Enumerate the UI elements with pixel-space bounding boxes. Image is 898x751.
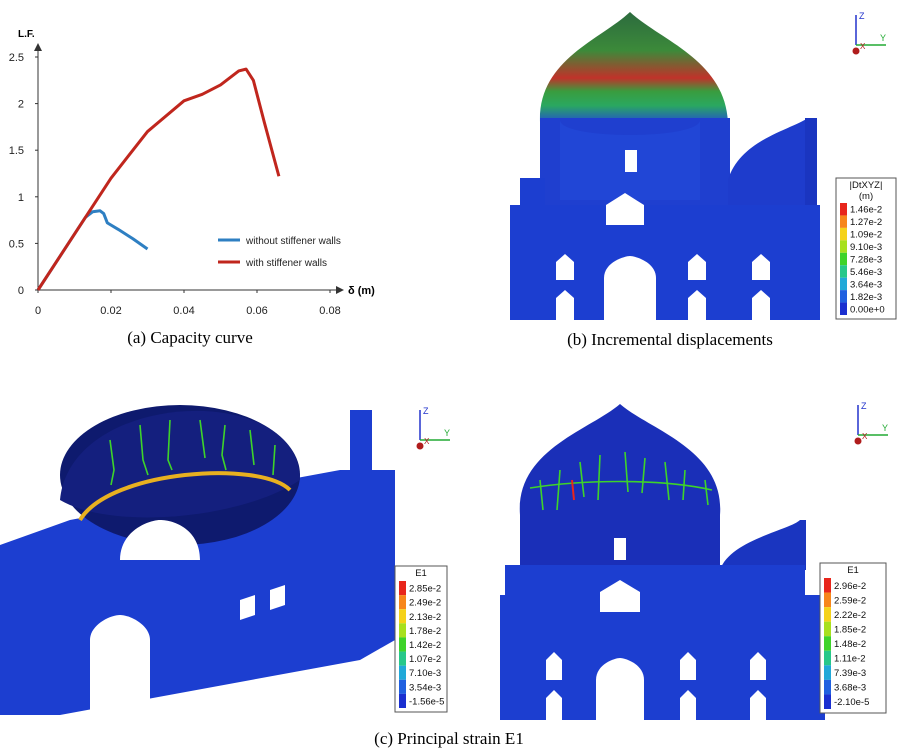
- x-tick-label: 0: [35, 305, 41, 317]
- colorbar-swatch: [840, 303, 847, 315]
- colorbar-label: 2.96e-2: [834, 581, 866, 592]
- colorbar-label: 1.82e-3: [850, 292, 882, 303]
- colorbar-swatch: [840, 228, 847, 240]
- series-line: [38, 211, 148, 290]
- legend-label: without stiffener walls: [245, 236, 341, 247]
- arrow: [336, 286, 344, 294]
- colorbar-label: 1.48e-2: [834, 639, 866, 650]
- colorbar-label: 5.46e-3: [850, 267, 882, 278]
- colorbar-swatch: [824, 694, 831, 709]
- colorbar-swatch: [824, 680, 831, 695]
- colorbar-swatch: [399, 637, 406, 651]
- colorbar-label: 1.46e-2: [850, 205, 882, 216]
- colorbar-label: 3.64e-3: [850, 279, 882, 290]
- colorbar-label: 9.10e-3: [850, 242, 882, 253]
- colorbar-swatch: [840, 265, 847, 277]
- x-tick-label: 0.06: [246, 305, 267, 317]
- triad-label: X: [860, 42, 866, 51]
- colorbar-swatch: [399, 652, 406, 666]
- colorbar-swatch: [840, 240, 847, 252]
- triad-label: X: [862, 432, 868, 441]
- building-c-right: [500, 404, 825, 720]
- y-axis-label: L.F.: [18, 29, 35, 40]
- page: {"chart_data": {"type": "line", "y_label…: [0, 0, 898, 751]
- caption: (a) Capacity curve: [127, 328, 253, 347]
- colorbar-label: 2.49e-2: [409, 598, 441, 609]
- y-tick-label: 1: [18, 192, 24, 204]
- triad-label: X: [424, 437, 430, 446]
- triad-label: Y: [880, 33, 886, 43]
- colorbar-label: 2.85e-2: [409, 584, 441, 595]
- colorbar-swatch: [840, 253, 847, 265]
- colorbar-label: -1.56e-5: [409, 696, 444, 707]
- building-b: [510, 12, 820, 320]
- arrow: [34, 43, 42, 51]
- colorbar-swatch: [399, 595, 406, 609]
- colorbar-swatch: [840, 278, 847, 290]
- colorbar-swatch: [824, 636, 831, 651]
- colorbar-label: 0.00e+0: [850, 304, 885, 315]
- colorbar-label: 1.27e-2: [850, 217, 882, 228]
- colorbar-swatch: [399, 623, 406, 637]
- colorbar-swatch: [399, 581, 406, 595]
- caption: (c) Principal strain E1: [374, 729, 524, 748]
- triad-label: Z: [859, 11, 865, 21]
- colorbar-label: 3.68e-3: [834, 683, 866, 694]
- colorbar-swatch: [840, 290, 847, 302]
- figure: Z Y X Z Y X Z Y X (a) Capacity curve (b) Increme…: [0, 0, 898, 751]
- legend-label: with stiffener walls: [245, 258, 327, 269]
- colorbar-swatch: [399, 609, 406, 623]
- triad-origin: [855, 438, 862, 445]
- colorbar-label: -2.10e-5: [834, 697, 869, 708]
- colorbar-unit: (m): [859, 191, 873, 202]
- colorbar-swatch: [824, 578, 831, 593]
- colorbar-swatch: [824, 607, 831, 622]
- colorbar-label: 7.10e-3: [409, 668, 441, 679]
- colorbar-label: 1.11e-2: [834, 654, 866, 665]
- y-tick-label: 0: [18, 285, 24, 297]
- x-tick-label: 0.08: [319, 305, 340, 317]
- series-line: [38, 69, 279, 290]
- colorbar-swatch: [824, 665, 831, 680]
- triad-origin: [417, 443, 424, 450]
- colorbar-swatch: [399, 680, 406, 694]
- colorbar-swatch: [824, 593, 831, 608]
- triad-label: Z: [423, 406, 429, 416]
- x-axis-label: δ (m): [348, 285, 375, 297]
- colorbar-label: 2.22e-2: [834, 610, 866, 621]
- caption: (b) Incremental displacements: [567, 330, 773, 349]
- colorbar-label: 2.13e-2: [409, 612, 441, 623]
- colorbar-swatch: [840, 215, 847, 227]
- colorbar-swatch: [399, 666, 406, 680]
- colorbar-label: 3.54e-3: [409, 682, 441, 693]
- y-tick-label: 2: [18, 99, 24, 111]
- colorbar-swatch: [399, 694, 406, 708]
- colorbar-title: E1: [847, 565, 859, 576]
- y-tick-label: 2.5: [9, 52, 24, 64]
- colorbar-swatch: [824, 651, 831, 666]
- triad-origin: [853, 48, 860, 55]
- colorbar-swatch: [840, 203, 847, 215]
- triad-label: Z: [861, 401, 867, 411]
- x-tick-label: 0.04: [173, 305, 194, 317]
- colorbar-label: 7.39e-3: [834, 668, 866, 679]
- colorbar-label: 1.42e-2: [409, 640, 441, 651]
- colorbar-label: 1.07e-2: [409, 654, 441, 665]
- building-c-left: [0, 405, 395, 715]
- colorbar-label: 1.09e-2: [850, 230, 882, 241]
- colorbar-label: 1.85e-2: [834, 624, 866, 635]
- colorbar-swatch: [824, 622, 831, 637]
- y-tick-label: 1.5: [9, 145, 24, 157]
- colorbar-title: E1: [415, 568, 427, 579]
- colorbar-title: |DtXYZ|: [850, 180, 883, 191]
- triad-label: Y: [444, 428, 450, 438]
- colorbar-label: 1.78e-2: [409, 626, 441, 637]
- colorbar-label: 2.59e-2: [834, 595, 866, 606]
- colorbar-label: 7.28e-3: [850, 255, 882, 266]
- x-tick-label: 0.02: [100, 305, 121, 317]
- triad-label: Y: [882, 423, 888, 433]
- y-tick-label: 0.5: [9, 238, 24, 250]
